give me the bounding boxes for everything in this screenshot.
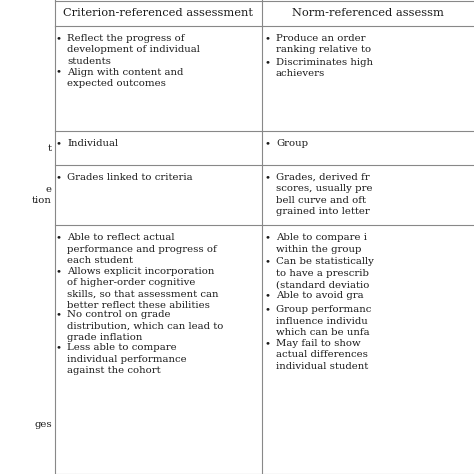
Text: May fail to show
actual differences
individual student: May fail to show actual differences indi… [276,339,368,371]
Text: Grades, derived fr
scores, usually pre
bell curve and oft
grained into letter: Grades, derived fr scores, usually pre b… [276,173,373,216]
Text: •: • [265,257,271,266]
Text: •: • [56,267,62,276]
Text: ges: ges [35,420,52,429]
Text: •: • [56,233,62,242]
Text: •: • [56,173,62,182]
Text: Able to avoid gra: Able to avoid gra [276,291,364,300]
Text: Allows explicit incorporation
of higher-order cognitive
skills, so that assessme: Allows explicit incorporation of higher-… [67,267,219,310]
Text: Grades linked to criteria: Grades linked to criteria [67,173,192,182]
Text: •: • [265,173,271,182]
Text: Norm-referenced assessm: Norm-referenced assessm [292,8,444,18]
Text: •: • [265,233,271,242]
Text: •: • [265,58,271,67]
Text: •: • [265,305,271,314]
Text: •: • [56,310,62,319]
Text: Individual: Individual [67,139,118,148]
Text: Reflect the progress of
development of individual
students: Reflect the progress of development of i… [67,34,200,66]
Text: •: • [265,139,271,148]
Text: Criterion-referenced assessment: Criterion-referenced assessment [64,8,254,18]
Text: Align with content and
expected outcomes: Align with content and expected outcomes [67,67,183,88]
Text: e
tion: e tion [32,185,52,205]
Text: •: • [265,291,271,300]
Text: Group: Group [276,139,308,148]
Text: Able to compare i
within the group: Able to compare i within the group [276,233,367,254]
Text: •: • [56,139,62,148]
Text: Able to reflect actual
performance and progress of
each student: Able to reflect actual performance and p… [67,233,217,265]
Text: Less able to compare
individual performance
against the cohort: Less able to compare individual performa… [67,343,187,375]
Text: Group performanc
influence individu
which can be unfa: Group performanc influence individu whic… [276,305,371,337]
Text: •: • [265,34,271,43]
Text: t: t [48,144,52,153]
Text: •: • [56,343,62,352]
Text: Produce an order
ranking relative to: Produce an order ranking relative to [276,34,371,55]
Text: No control on grade
distribution, which can lead to
grade inflation: No control on grade distribution, which … [67,310,223,342]
Text: •: • [56,34,62,43]
Text: •: • [56,67,62,76]
Text: Discriminates high
achievers: Discriminates high achievers [276,58,373,79]
Text: •: • [265,339,271,348]
Text: Can be statistically
to have a prescrib
(standard deviatio: Can be statistically to have a prescrib … [276,257,374,289]
